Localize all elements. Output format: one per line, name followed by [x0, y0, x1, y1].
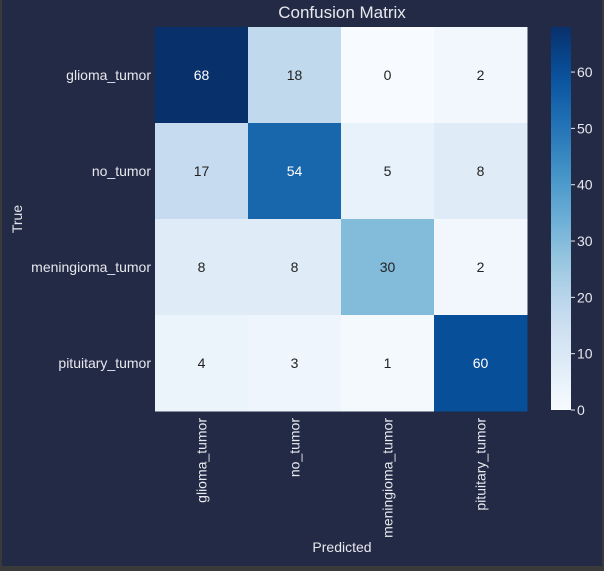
heatmap-cell: [434, 315, 528, 412]
colorbar-tick-label: 50: [577, 120, 593, 136]
colorbar-tick-labels: 0 10 20 30 40 50 60: [571, 64, 593, 418]
cell-value-label: 5: [384, 163, 392, 179]
colorbar-tick-label: 40: [577, 177, 593, 193]
heatmap-cell: [155, 315, 249, 412]
cell-value-label: 18: [287, 67, 303, 83]
cell-value-label: 68: [194, 67, 210, 83]
y-tick-label: glioma_tumor: [66, 67, 151, 83]
heatmap-cell: [434, 27, 528, 124]
colorbar-tick-label: 20: [577, 289, 593, 305]
cell-value-label: 2: [477, 259, 485, 275]
y-axis-label: True: [9, 205, 25, 233]
cell-value-label: 8: [291, 259, 299, 275]
heatmap-cell: [434, 219, 528, 316]
y-tick-label: meningioma_tumor: [31, 259, 151, 275]
heatmap-cell: [341, 27, 435, 124]
y-tick-label: pituitary_tumor: [58, 355, 151, 371]
cell-value-label: 3: [291, 355, 299, 371]
colorbar-tick-label: 60: [577, 64, 593, 80]
heatmap-cell: [434, 123, 528, 220]
x-tick-labels: glioma_tumor no_tumor meningioma_tumor pitu…: [194, 418, 489, 538]
y-tick-label: no_tumor: [92, 163, 151, 179]
heatmap-cells: [155, 27, 528, 412]
chart-title: Confusion Matrix: [278, 3, 406, 22]
colorbar: [551, 27, 571, 410]
x-tick-label: pituitary_tumor: [473, 418, 489, 511]
cell-value-label: 8: [198, 259, 206, 275]
heatmap-cell: [341, 123, 435, 220]
cell-value-label: 4: [198, 355, 206, 371]
heatmap-cell: [155, 219, 249, 316]
heatmap-cell: [248, 27, 342, 124]
cell-value-label: 30: [380, 259, 396, 275]
cell-value-label: 17: [194, 163, 210, 179]
heatmap-cell: [155, 123, 249, 220]
cell-value-label: 2: [477, 67, 485, 83]
heatmap-cell: [248, 315, 342, 412]
cell-value-label: 0: [384, 67, 392, 83]
y-tick-labels: glioma_tumor no_tumor meningioma_tumorpitu…: [31, 67, 151, 371]
heatmap-cell: [248, 123, 342, 220]
cell-value-label: 8: [477, 163, 485, 179]
x-tick-label: meningioma_tumor: [380, 418, 396, 538]
x-tick-label: glioma_tumor: [194, 418, 210, 503]
heatmap-cell-labels: 68 18 0 2 17 54 5 8 8 8 30 2 4 3 1 60: [194, 67, 489, 371]
heatmap-cell: [155, 27, 249, 124]
colorbar-tick-label: 0: [577, 402, 585, 418]
heatmap-cell: [341, 315, 435, 412]
cell-value-label: 54: [287, 163, 303, 179]
cell-value-label: 1: [384, 355, 392, 371]
heatmap-cell: [341, 219, 435, 316]
heatmap-cell: [248, 219, 342, 316]
cell-value-label: 60: [473, 355, 489, 371]
colorbar-tick-label: 10: [577, 346, 593, 362]
colorbar-tick-label: 30: [577, 233, 593, 249]
x-tick-label: no_tumor: [287, 418, 303, 477]
x-axis-label: Predicted: [312, 539, 371, 555]
